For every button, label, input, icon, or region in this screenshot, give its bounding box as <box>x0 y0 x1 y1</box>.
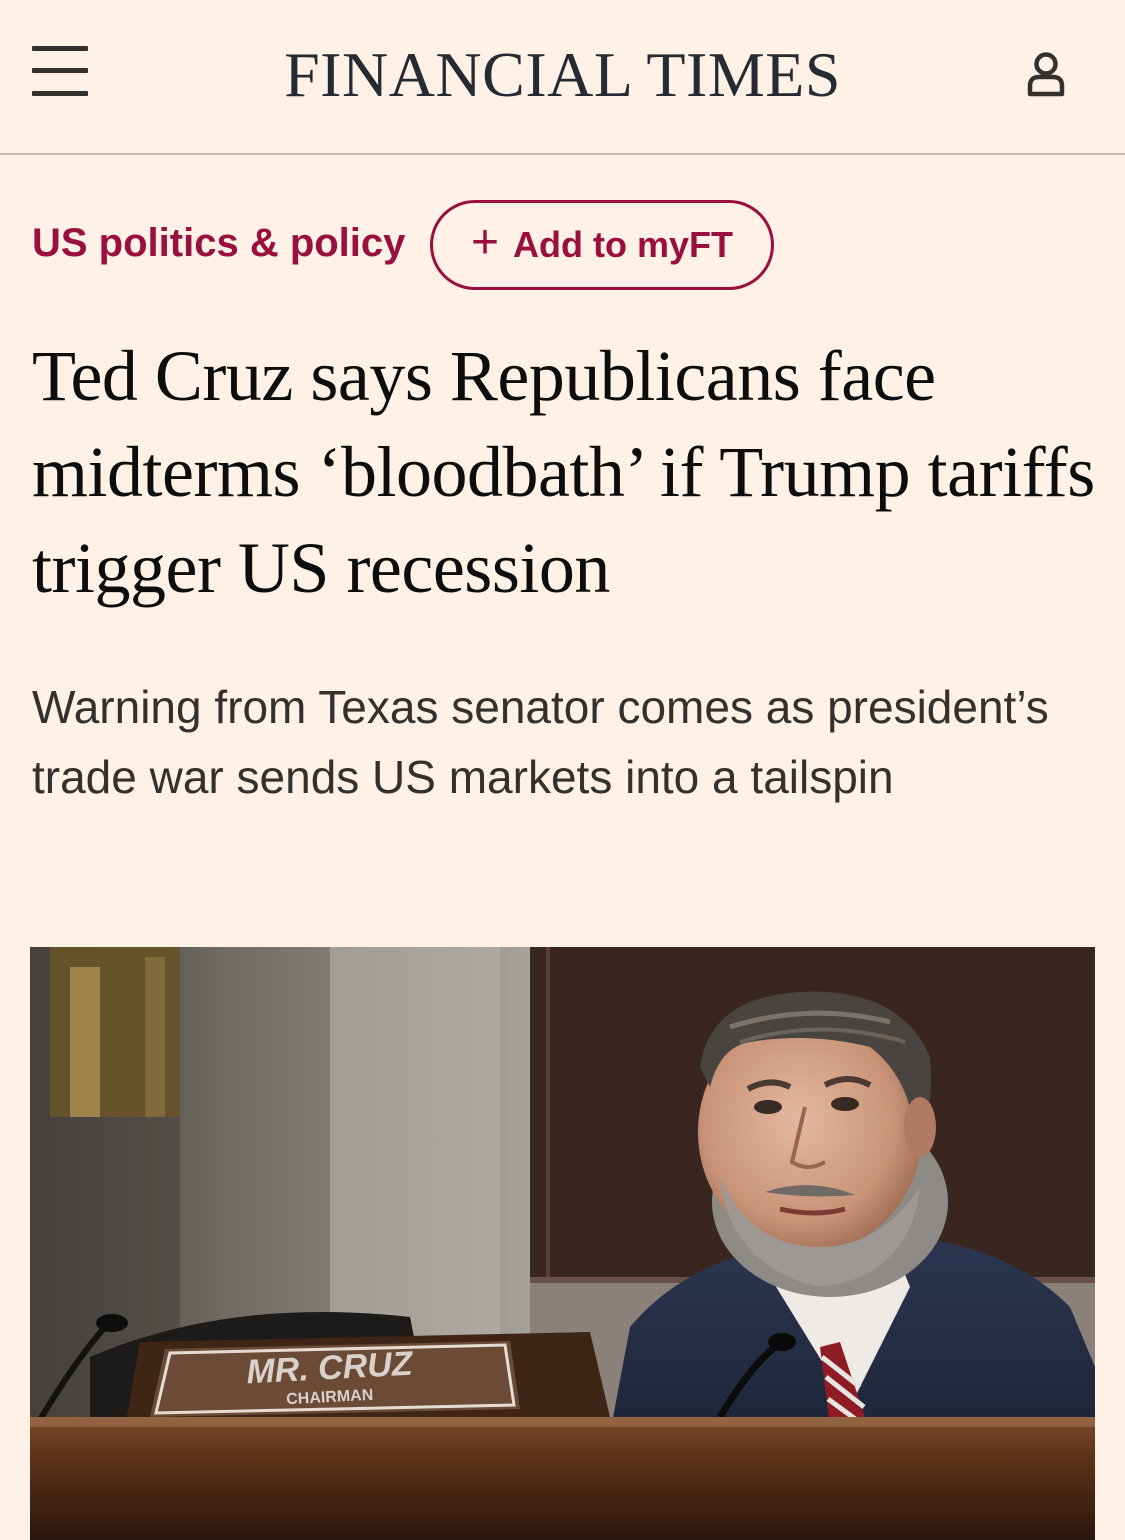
add-to-myft-label: Add to myFT <box>513 224 733 265</box>
add-to-myft-button[interactable]: + Add to myFT <box>430 200 774 290</box>
nameplate-text-line1: MR. CRUZ <box>245 1345 414 1392</box>
article-headline: Ted Cruz says Republicans face midterms … <box>32 336 1095 608</box>
topic-link[interactable]: US politics & policy <box>32 221 406 265</box>
ft-logo[interactable]: FINANCIAL TIMES <box>284 39 841 110</box>
site-header: FINANCIAL TIMES <box>0 0 1125 155</box>
article-hero-image[interactable]: MR. CRUZ CHAIRMAN <box>30 947 1095 1540</box>
nameplate-text-line2: CHAIRMAN <box>286 1387 374 1409</box>
user-account-icon[interactable] <box>1022 50 1070 98</box>
article-standfirst: Warning from Texas senator comes as pres… <box>32 681 1049 803</box>
plus-icon: + <box>470 216 500 269</box>
hamburger-menu-icon[interactable] <box>32 46 88 98</box>
